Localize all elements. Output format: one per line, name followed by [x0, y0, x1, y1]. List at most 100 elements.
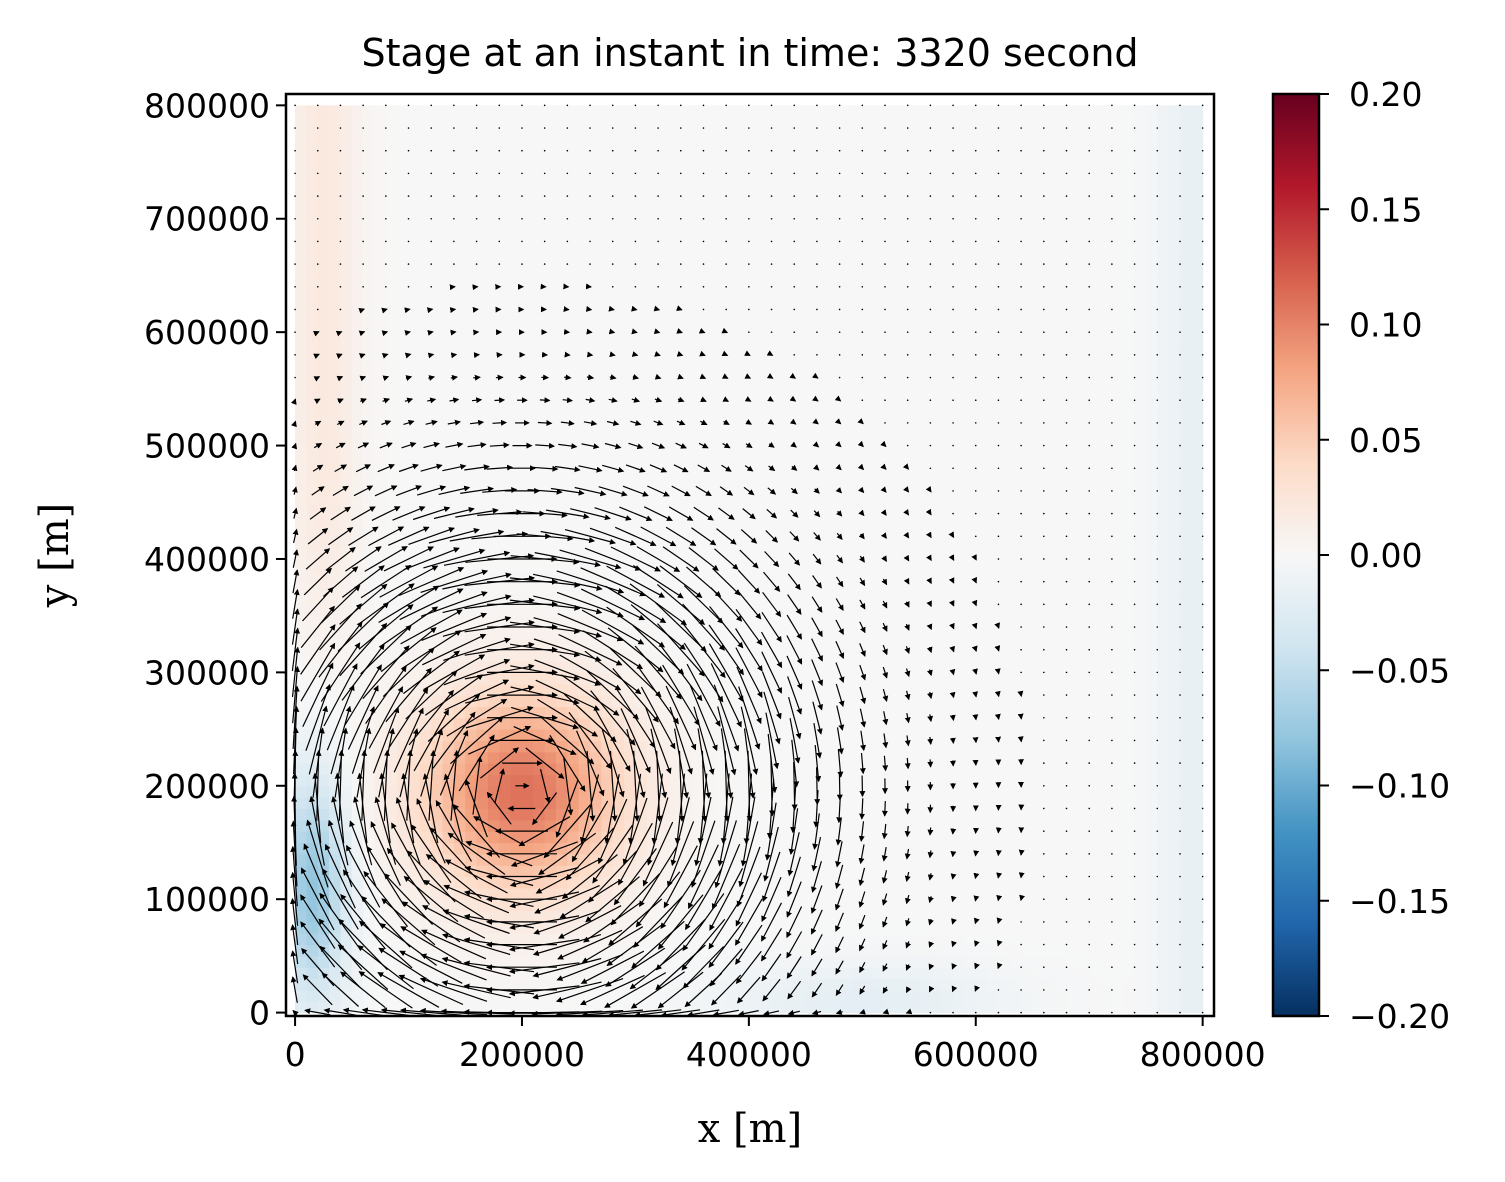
- heatmap-cell: [987, 128, 1000, 140]
- heatmap-cell: [612, 173, 625, 186]
- heatmap-cell: [487, 105, 500, 118]
- heatmap-cell: [896, 309, 909, 322]
- heatmap-cell: [930, 320, 943, 333]
- heatmap-cell: [658, 513, 671, 526]
- heatmap-cell: [453, 978, 466, 991]
- heatmap-cell: [442, 683, 455, 696]
- heatmap-cell: [590, 128, 602, 140]
- heatmap-cell: [782, 536, 795, 549]
- heatmap-cell: [930, 366, 943, 379]
- heatmap-cell: [351, 502, 364, 515]
- heatmap-cell: [317, 139, 330, 152]
- heatmap-cell: [714, 218, 727, 231]
- heatmap-cell: [771, 899, 784, 912]
- heatmap-cell: [601, 264, 614, 277]
- heatmap-cell: [964, 604, 977, 617]
- heatmap-cell: [930, 241, 943, 254]
- heatmap-cell: [453, 150, 466, 163]
- heatmap-cell: [510, 230, 523, 243]
- heatmap-cell: [726, 434, 739, 447]
- heatmap-cell: [782, 445, 795, 458]
- heatmap-cell: [737, 150, 750, 163]
- heatmap-cell: [453, 139, 466, 152]
- heatmap-cell: [556, 661, 568, 673]
- heatmap-cell: [805, 933, 818, 946]
- heatmap-cell: [964, 899, 977, 912]
- heatmap-cell: [317, 604, 330, 617]
- heatmap-cell: [726, 955, 739, 968]
- heatmap-cell: [624, 717, 637, 730]
- heatmap-cell: [930, 354, 943, 367]
- heatmap-cell: [873, 649, 886, 662]
- heatmap-cell: [794, 558, 807, 571]
- heatmap-cell: [317, 808, 330, 821]
- heatmap-cell: [590, 162, 602, 174]
- heatmap-cell: [975, 207, 988, 220]
- heatmap-cell: [465, 967, 478, 980]
- heatmap-cell: [771, 366, 784, 379]
- heatmap-cell: [476, 456, 489, 469]
- heatmap-cell: [975, 967, 988, 980]
- heatmap-cell: [748, 366, 761, 379]
- heatmap-cell: [885, 150, 897, 163]
- heatmap-cell: [748, 604, 761, 617]
- heatmap-cell: [385, 570, 398, 583]
- heatmap-cell: [601, 865, 614, 878]
- heatmap-cell: [816, 955, 829, 968]
- heatmap-cell: [533, 332, 546, 345]
- heatmap-cell: [896, 479, 909, 492]
- heatmap-cell: [885, 853, 897, 866]
- heatmap-cell: [896, 116, 909, 129]
- heatmap-cell: [669, 320, 682, 333]
- heatmap-cell: [726, 332, 739, 345]
- heatmap-cell: [885, 921, 897, 934]
- heatmap-cell: [295, 604, 308, 617]
- heatmap-cell: [624, 332, 637, 345]
- heatmap-cell: [385, 162, 398, 174]
- heatmap-cell: [533, 1001, 546, 1014]
- heatmap-cell: [850, 275, 863, 288]
- heatmap-cell: [987, 717, 1000, 730]
- heatmap-cell: [964, 831, 977, 844]
- heatmap-cell: [975, 218, 988, 231]
- heatmap-cell: [499, 785, 512, 798]
- heatmap-cell: [669, 774, 682, 787]
- heatmap-cell: [850, 366, 863, 379]
- heatmap-cell: [465, 184, 478, 197]
- heatmap-cell: [340, 241, 353, 254]
- heatmap-cell: [601, 286, 614, 299]
- heatmap-cell: [521, 842, 534, 855]
- heatmap-cell: [544, 706, 557, 719]
- heatmap-cell: [896, 763, 909, 776]
- heatmap-cell: [408, 933, 421, 946]
- heatmap-cell: [329, 570, 342, 583]
- heatmap-cell: [612, 751, 625, 764]
- heatmap-cell: [658, 139, 671, 152]
- heatmap-cell: [624, 241, 637, 254]
- heatmap-cell: [419, 150, 432, 163]
- heatmap-cell: [816, 638, 829, 651]
- heatmap-cell: [578, 1001, 591, 1014]
- heatmap-cell: [669, 785, 682, 798]
- heatmap-cell: [839, 536, 852, 549]
- heatmap-cell: [839, 196, 852, 209]
- heatmap-cell: [442, 536, 455, 549]
- heatmap-cell: [295, 377, 308, 390]
- heatmap-cell: [964, 627, 977, 639]
- heatmap-cell: [329, 706, 342, 719]
- heatmap-cell: [726, 706, 739, 719]
- heatmap-cell: [964, 921, 977, 934]
- heatmap-cell: [703, 286, 716, 299]
- heatmap-cell: [431, 309, 444, 322]
- heatmap-cell: [624, 162, 637, 174]
- heatmap-cell: [828, 184, 841, 197]
- heatmap-cell: [794, 105, 807, 118]
- heatmap-cell: [419, 286, 432, 299]
- heatmap-cell: [374, 853, 387, 866]
- heatmap-cell: [351, 570, 364, 583]
- heatmap-cell: [896, 456, 909, 469]
- heatmap-cell: [726, 207, 739, 220]
- heatmap-cell: [487, 570, 500, 583]
- heatmap-cell: [873, 105, 886, 118]
- heatmap-cell: [885, 627, 897, 639]
